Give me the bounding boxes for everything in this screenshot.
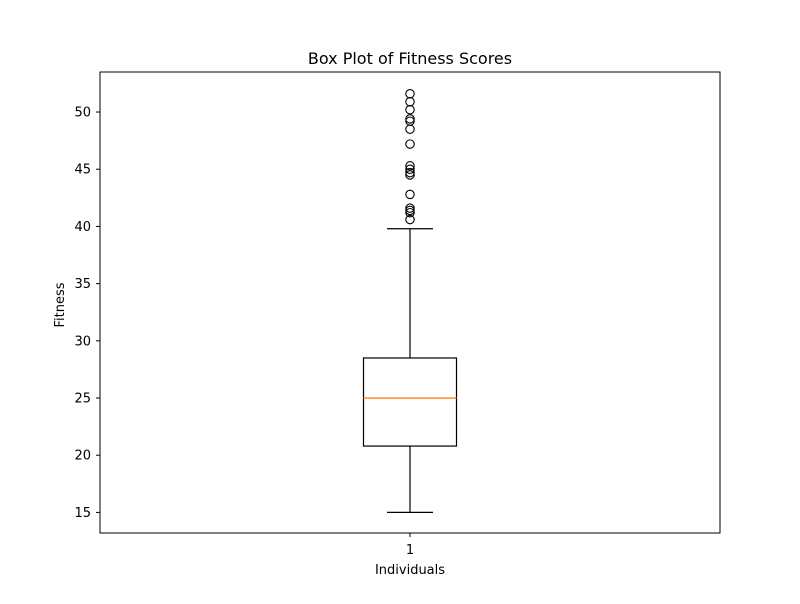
- y-axis-label: Fitness: [53, 282, 68, 327]
- y-tick-label: 25: [74, 392, 91, 407]
- outlier-point: [405, 88, 415, 99]
- outlier-point: [405, 164, 415, 174]
- iqr-box: [362, 357, 458, 447]
- axes-frame: [99, 71, 721, 534]
- y-tick-label: 45: [74, 163, 91, 178]
- outlier-point: [405, 170, 415, 180]
- x-tick-label: 1: [406, 543, 414, 558]
- outlier-point: [405, 167, 415, 178]
- outlier-point: [405, 207, 415, 218]
- outlier-point: [405, 214, 415, 225]
- x-axis-label: Individuals: [375, 563, 445, 578]
- chart-title: Box Plot of Fitness Scores: [308, 49, 512, 68]
- outlier-point: [405, 205, 415, 216]
- outlier-point: [405, 139, 415, 149]
- outlier-point: [405, 189, 415, 200]
- y-tick-label: 35: [74, 277, 91, 292]
- y-tick-label: 50: [74, 106, 91, 121]
- outlier-point: [405, 114, 415, 124]
- plot-area: 15 20 25 30 35 40 45 50 1: [74, 88, 458, 558]
- outlier-point: [405, 203, 415, 213]
- y-tick-label: 20: [74, 449, 91, 464]
- y-tick-label: 30: [74, 334, 91, 349]
- outlier-point: [405, 116, 415, 126]
- y-tick-label: 40: [74, 220, 91, 235]
- y-tick-label: 15: [74, 506, 91, 521]
- outlier-point: [405, 161, 415, 171]
